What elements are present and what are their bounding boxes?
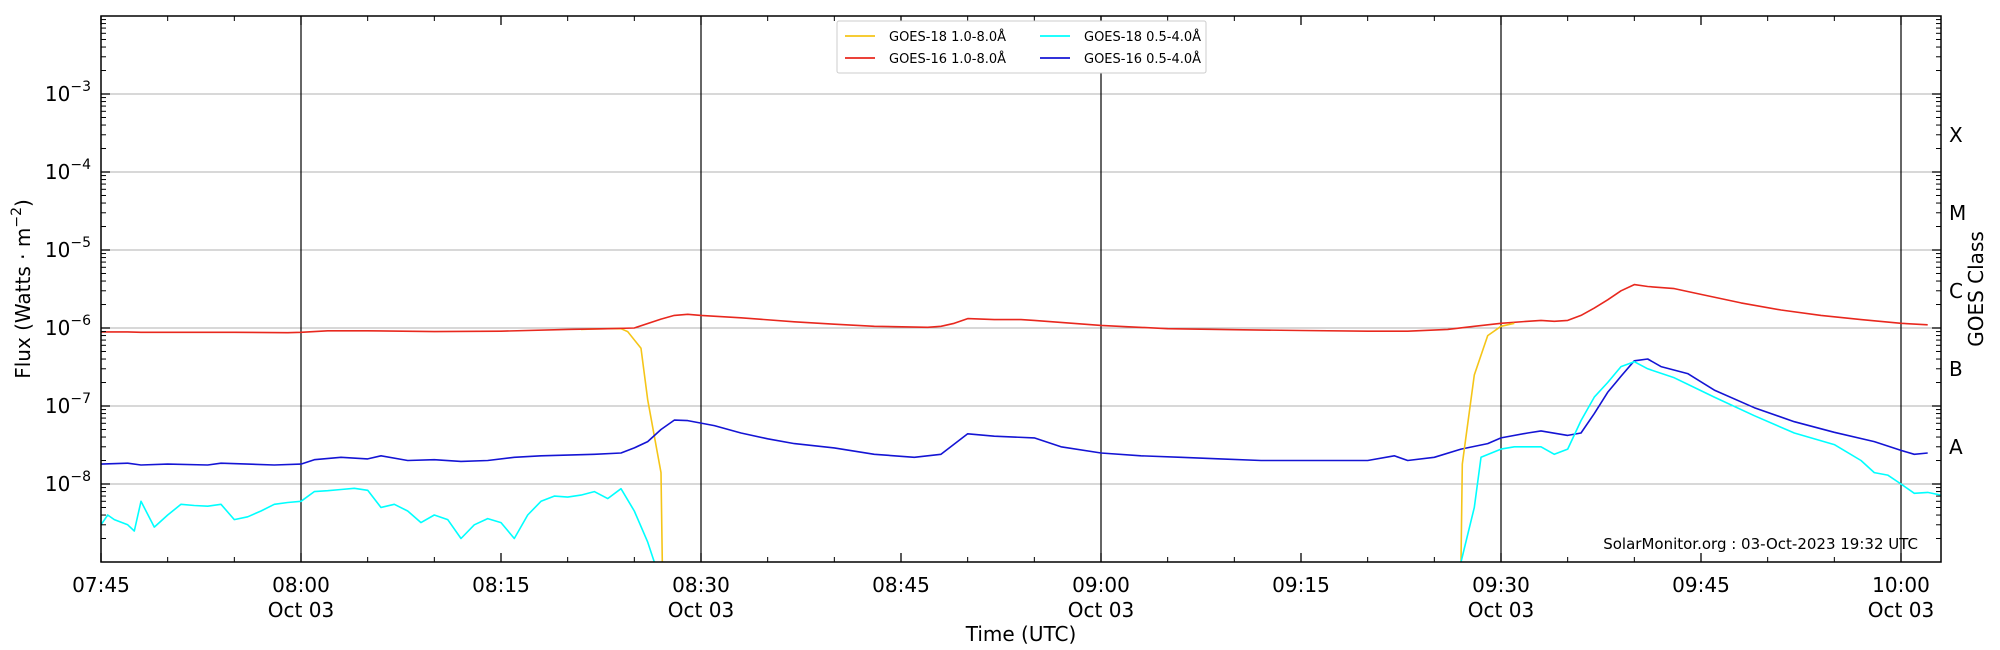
series-goes-16-1-0-8-0line [101,283,1928,334]
series-goes-18-0-5-4-0line-segment [1460,360,1942,563]
legend: GOES-18 1.0-8.0Å GOES-16 1.0-8.0Å GOES-18 … [836,20,1207,74]
y-axis-title-close: ) [11,199,35,207]
x-tick-label: 09:15 [1272,573,1330,597]
legend-label: GOES-18 1.0-8.0Å [889,29,1006,45]
y-tick-label-base: 10 [45,394,70,418]
goes-class-axis-title: GOES Class [1964,231,1988,347]
x-tick-label: 09:30 [1472,573,1530,597]
x-tick-label: 10:00 [1872,573,1930,597]
x-tick-label: 08:15 [472,573,530,597]
x-tick-date-label: Oct 03 [268,598,334,622]
goes-class-label: C [1949,279,1963,303]
y-tick-label-base: 10 [45,316,70,340]
x-tick-label: 07:45 [72,573,130,597]
legend-box [836,20,1207,74]
goes-class-label: B [1949,357,1963,381]
x-tick-date-label: Oct 03 [668,598,734,622]
x-tick-label: 08:00 [272,573,330,597]
y-axis-title: Flux (Watts · m−2) [9,199,35,379]
day-marker-lines [300,16,1902,562]
axis-ticks [100,16,1941,562]
grid-lines [101,93,1941,485]
series-goes-16-0-5-4-0line [100,358,1928,466]
legend-label: GOES-18 0.5-4.0Å [1084,29,1201,45]
x-tick-date-label: Oct 03 [1868,598,1934,622]
y-tick-label-base: 10 [45,472,70,496]
y-tick-label: 10−4 [45,157,91,184]
plot-frame [100,15,1942,563]
goes-class-label: M [1949,201,1966,225]
x-tick-label: 09:45 [1672,573,1730,597]
legend-label: GOES-16 1.0-8.0Å [889,51,1006,67]
x-tick-date-label: Oct 03 [1468,598,1534,622]
y-tick-label-base: 10 [45,238,70,262]
x-tick-label: 09:00 [1072,573,1130,597]
goes-class-label: A [1949,435,1963,459]
y-tick-label-base: 10 [45,160,70,184]
series-goes-18-0-5-4-0line [100,487,656,563]
y-tick-label-exponent: −3 [70,79,91,95]
y-tick-label: 10−5 [45,235,91,262]
y-tick-label: 10−3 [45,79,91,106]
y-tick-label-exponent: −8 [70,469,91,485]
y-axis-title-exponent: −2 [9,207,25,228]
y-tick-label-exponent: −7 [70,391,91,407]
series-goes-18-1-0-8-0line-segment [1460,322,1515,563]
x-tick-label: 08:45 [872,573,930,597]
x-tick-date-label: Oct 03 [1068,598,1134,622]
y-tick-label-exponent: −5 [70,235,91,251]
x-axis-title: Time (UTC) [965,622,1077,646]
y-tick-label-base: 10 [45,82,70,106]
y-tick-label-exponent: −6 [70,313,91,329]
goes-class-label: X [1949,123,1963,147]
x-tick-label: 08:30 [672,573,730,597]
series-goes-18-1-0-8-0line [580,327,664,563]
y-tick-label: 10−8 [45,469,91,496]
legend-label: GOES-16 0.5-4.0Å [1084,51,1201,67]
flux-series [100,283,1942,563]
y-tick-label-exponent: −4 [70,157,91,173]
y-tick-label: 10−6 [45,313,91,340]
y-axis-title-main: Flux (Watts · m [11,228,35,379]
y-tick-label: 10−7 [45,391,91,418]
credit-text: SolarMonitor.org : 03-Oct-2023 19:32 UTC [1603,535,1918,553]
